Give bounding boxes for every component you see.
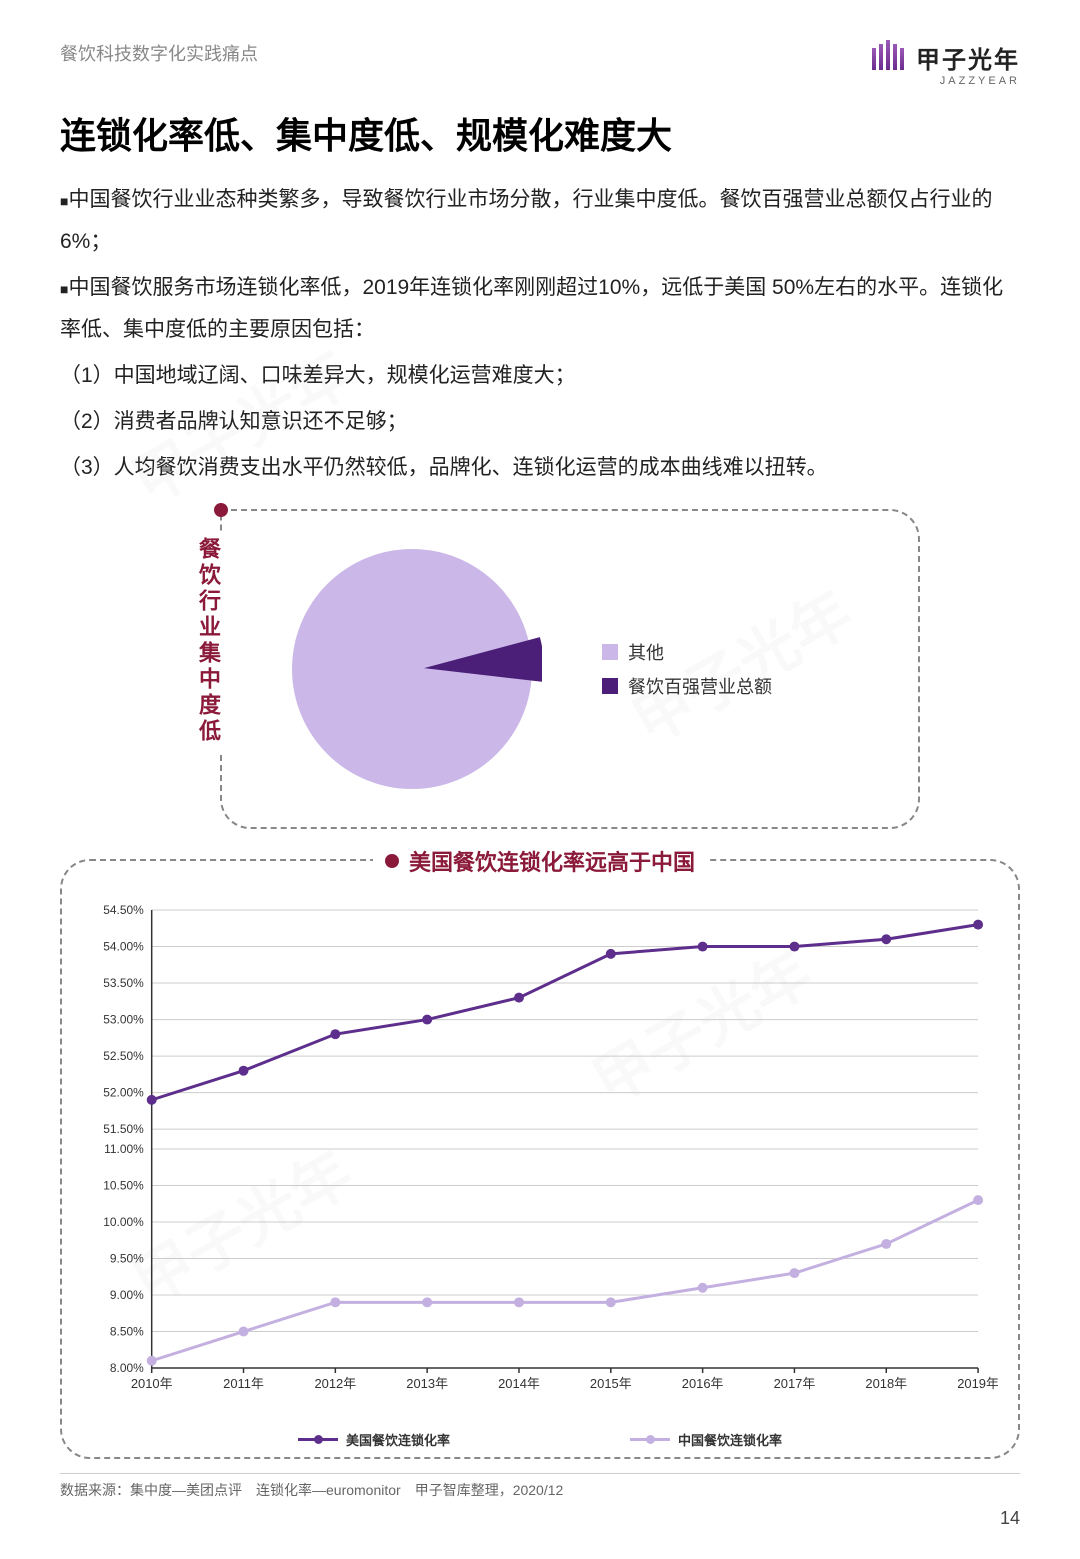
svg-text:8.00%: 8.00% (110, 1361, 144, 1375)
line-chart-title: 美国餐饮连锁化率远高于中国 (373, 845, 707, 877)
pie-chart-title: 餐饮行业集中度低 (192, 531, 224, 751)
svg-text:2014年: 2014年 (498, 1376, 540, 1391)
svg-text:2017年: 2017年 (774, 1376, 816, 1391)
breadcrumb: 餐饮科技数字化实践痛点 (60, 40, 258, 66)
paragraph-1: ■中国餐饮行业业态种类繁多，导致餐饮行业市场分散，行业集中度低。餐饮百强营业总额… (60, 179, 1020, 263)
svg-text:54.00%: 54.00% (103, 940, 144, 954)
svg-text:2015年: 2015年 (590, 1376, 632, 1391)
pie-chart (282, 539, 542, 799)
svg-text:53.00%: 53.00% (103, 1013, 144, 1027)
svg-text:2010年: 2010年 (131, 1376, 173, 1391)
pie-chart-box: 餐饮行业集中度低 其他 餐饮百强营业总额 (220, 509, 920, 829)
svg-text:2013年: 2013年 (406, 1376, 448, 1391)
page-number: 14 (1000, 1508, 1020, 1529)
logo-icon (872, 40, 904, 70)
list-item-3: （3）人均餐饮消费支出水平仍然较低，品牌化、连锁化运营的成本曲线难以扭转。 (60, 447, 1020, 489)
svg-text:9.00%: 9.00% (110, 1288, 144, 1302)
svg-text:9.50%: 9.50% (110, 1252, 144, 1266)
svg-text:11.00%: 11.00% (104, 1142, 144, 1156)
svg-text:53.50%: 53.50% (103, 976, 144, 990)
line-legend-item: 中国餐饮连锁化率 (630, 1430, 782, 1449)
svg-text:54.50%: 54.50% (103, 903, 144, 917)
header: 餐饮科技数字化实践痛点 甲子光年 JAZZYEAR (60, 40, 1020, 87)
line-chart: 51.50% 52.00% 52.50% 53.00% 53.50% 54.00% 54.5… (82, 891, 998, 1407)
logo: 甲子光年 JAZZYEAR (872, 40, 1020, 87)
pie-legend-item: 其他 (602, 639, 772, 665)
logo-text-cn: 甲子光年 (916, 40, 1020, 75)
svg-text:2016年: 2016年 (682, 1376, 724, 1391)
line-chart-box: 美国餐饮连锁化率远高于中国 51.50%52.00%52.50%53.00%53… (60, 859, 1020, 1459)
svg-text:2012年: 2012年 (314, 1376, 356, 1391)
pie-legend: 其他 餐饮百强营业总额 (602, 631, 772, 707)
data-source: 数据来源：集中度—美团点评 连锁化率—euromonitor 甲子智库整理，20… (60, 1473, 1020, 1500)
svg-text:52.50%: 52.50% (103, 1049, 144, 1063)
svg-text:2018年: 2018年 (865, 1376, 907, 1391)
list-item-2: （2）消费者品牌认知意识还不足够； (60, 401, 1020, 443)
pie-legend-item: 餐饮百强营业总额 (602, 673, 772, 699)
svg-text:2019年: 2019年 (957, 1376, 998, 1391)
svg-text:10.00%: 10.00% (103, 1215, 144, 1229)
chart-title-dot-icon (214, 503, 228, 517)
svg-text:2011年: 2011年 (223, 1376, 264, 1391)
svg-text:10.50%: 10.50% (103, 1178, 144, 1192)
chart-title-dot-icon (385, 854, 399, 868)
line-legend: 美国餐饮连锁化率 中国餐饮连锁化率 (62, 1430, 1018, 1449)
paragraph-2: ■中国餐饮服务市场连锁化率低，2019年连锁化率刚刚超过10%，远低于美国 50… (60, 267, 1020, 351)
logo-text-en: JAZZYEAR (916, 75, 1020, 87)
line-legend-item: 美国餐饮连锁化率 (298, 1430, 450, 1449)
svg-text:52.00%: 52.00% (103, 1086, 144, 1100)
svg-text:51.50%: 51.50% (103, 1122, 144, 1136)
page-title: 连锁化率低、集中度低、规模化难度大 (60, 107, 1020, 159)
list-item-1: （1）中国地域辽阔、口味差异大，规模化运营难度大； (60, 355, 1020, 397)
svg-text:8.50%: 8.50% (110, 1325, 144, 1339)
